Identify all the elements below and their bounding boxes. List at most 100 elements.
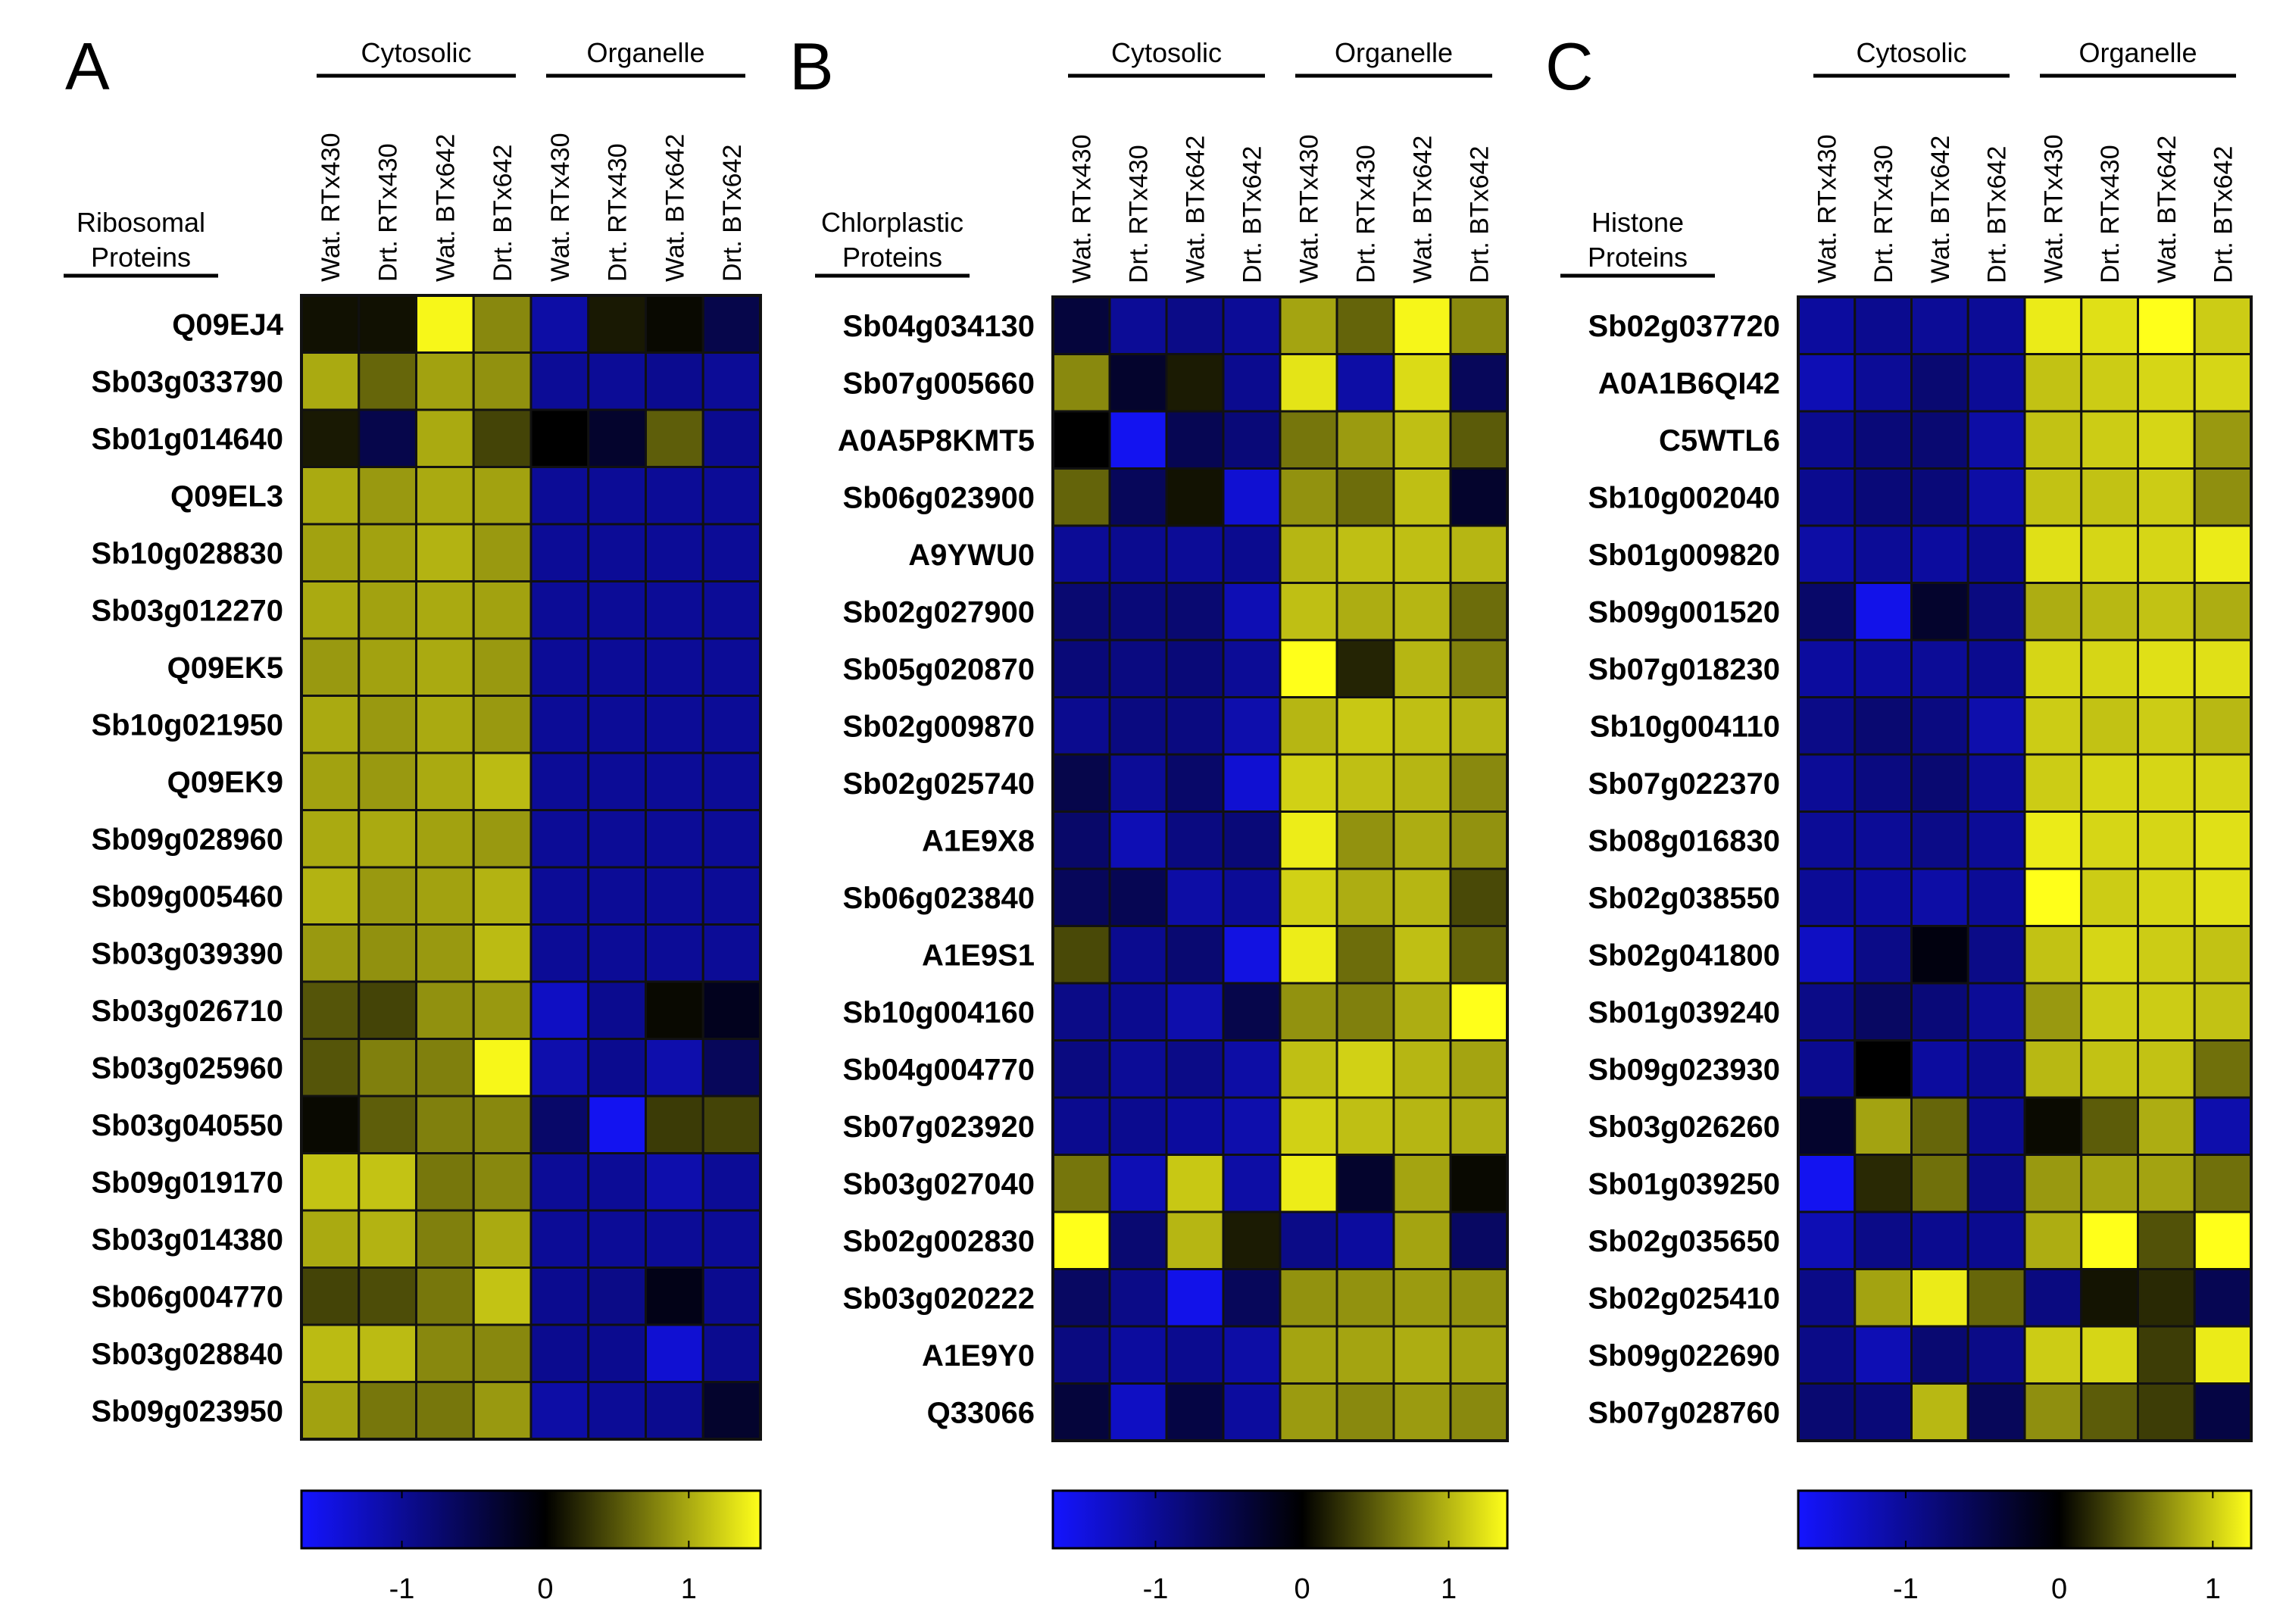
heatmap-cell — [1051, 1210, 1111, 1270]
heatmap-cell — [1335, 867, 1395, 927]
row-label: Sb08g016830 — [1588, 824, 1780, 857]
heatmap-cell — [1279, 753, 1338, 813]
row-label: Sb03g039390 — [91, 937, 283, 970]
heatmap-cell — [529, 1266, 590, 1326]
row-label: Sb07g005660 — [842, 367, 1035, 400]
heatmap-cell — [1165, 295, 1225, 355]
heatmap-cell — [1051, 867, 1111, 927]
row-label: Sb01g039240 — [1588, 996, 1780, 1029]
heatmap-cell — [1051, 753, 1111, 813]
heatmap-cell — [2193, 696, 2253, 756]
heatmap-cell — [472, 1152, 532, 1212]
heatmap-cell — [415, 695, 475, 754]
heatmap-cell — [1966, 524, 2026, 584]
heatmap-cell — [300, 466, 361, 526]
heatmap-cell — [1051, 467, 1111, 527]
heatmap-cell — [2023, 353, 2083, 413]
heatmap-cell — [1910, 410, 1969, 470]
row-label: Sb02g041800 — [1588, 938, 1780, 972]
heatmap-cell — [645, 637, 704, 697]
heatmap-cell — [1449, 1382, 1509, 1442]
column-label: Drt. RTx430 — [374, 143, 403, 282]
heatmap-cell — [2023, 696, 2083, 756]
row-label: Sb02g002830 — [842, 1225, 1035, 1258]
heatmap-cell — [1165, 1268, 1225, 1328]
column-label: Wat. RTx430 — [317, 133, 345, 282]
heatmap-cell — [1966, 925, 2026, 985]
heatmap-cell — [1449, 982, 1509, 1042]
heatmap-cell — [415, 408, 475, 468]
heatmap-cell — [415, 351, 475, 411]
heatmap-cell — [1392, 1039, 1452, 1099]
colorbar-tick-label: -1 — [1893, 1573, 1919, 1605]
heatmap-cell — [1392, 1154, 1452, 1213]
heatmap-cell — [1279, 582, 1338, 642]
heatmap-cell — [1335, 1325, 1395, 1385]
family-label-line1: Ribosomal — [77, 207, 205, 238]
row-label: A1E9X8 — [922, 824, 1035, 857]
heatmap-cell — [1279, 353, 1338, 413]
heatmap-cell — [415, 637, 475, 697]
heatmap-cell — [645, 523, 704, 582]
heatmap-cell — [1165, 1039, 1225, 1099]
family-label-line1: Histone — [1591, 207, 1684, 238]
heatmap-cell — [2080, 1382, 2139, 1442]
row-label: Sb09g005460 — [91, 880, 283, 914]
family-label-line1: Chlorplastic — [821, 207, 963, 238]
row-label: Sb07g022370 — [1588, 767, 1780, 801]
heatmap-cell — [2137, 1210, 2196, 1270]
heatmap-cell — [1108, 1039, 1168, 1099]
heatmap-cell — [300, 1209, 361, 1269]
row-label: Sb02g037720 — [1588, 310, 1780, 343]
heatmap-cell — [645, 923, 704, 983]
heatmap-cell — [2137, 1096, 2196, 1156]
heatmap-cell — [1854, 353, 1913, 413]
heatmap-cell — [2080, 295, 2139, 355]
heatmap-cell — [645, 580, 704, 640]
heatmap-cell — [587, 637, 647, 697]
heatmap-cell — [472, 923, 532, 983]
heatmap-cell — [2137, 467, 2196, 527]
column-label: Drt. BTx642 — [2210, 146, 2238, 283]
heatmap-cell — [645, 695, 704, 754]
heatmap-cell — [1165, 1382, 1225, 1442]
heatmap-cell — [701, 1323, 762, 1383]
heatmap-cell — [1335, 753, 1395, 813]
heatmap-cell — [1910, 1210, 1969, 1270]
row-label: Sb03g025960 — [91, 1051, 283, 1085]
heatmap-cell — [1797, 1210, 1857, 1270]
heatmap-cell — [1392, 753, 1452, 813]
heatmap-cell — [1222, 867, 1282, 927]
heatmap-cell — [1449, 353, 1509, 413]
heatmap-cell — [358, 523, 417, 582]
colorbar — [300, 1489, 762, 1550]
heatmap-frame — [300, 294, 762, 1441]
heatmap-cell — [1392, 524, 1452, 584]
heatmap-cell — [529, 580, 590, 640]
column-label: Drt. BTx642 — [1238, 146, 1267, 283]
heatmap-cell — [1051, 1096, 1111, 1156]
heatmap-cell — [587, 294, 647, 354]
row-label: Sb07g028760 — [1588, 1396, 1780, 1429]
row-label: Sb02g035650 — [1588, 1225, 1780, 1258]
row-label: Sb09g022690 — [1588, 1339, 1780, 1373]
heatmap-cell — [1051, 353, 1111, 413]
heatmap-cell — [1165, 410, 1225, 470]
heatmap-cell — [2193, 810, 2253, 870]
heatmap-cell — [1966, 1210, 2026, 1270]
group-label: Organelle — [586, 37, 704, 68]
row-label: Sb03g028840 — [91, 1338, 283, 1371]
heatmap-cell — [2080, 639, 2139, 698]
colorbar-tick-label: 1 — [1441, 1573, 1457, 1605]
heatmap-cell — [1222, 639, 1282, 698]
heatmap-cell — [358, 580, 417, 640]
heatmap-cell — [358, 1152, 417, 1212]
heatmap-cell — [1108, 1382, 1168, 1442]
heatmap-cell — [587, 1038, 647, 1098]
heatmap-cell — [1222, 582, 1282, 642]
heatmap-cell — [2193, 295, 2253, 355]
group-label: Organelle — [1335, 37, 1453, 68]
heatmap-cell — [1392, 810, 1452, 870]
heatmap-cell — [472, 1381, 532, 1441]
heatmap-frame — [1051, 295, 1509, 1442]
